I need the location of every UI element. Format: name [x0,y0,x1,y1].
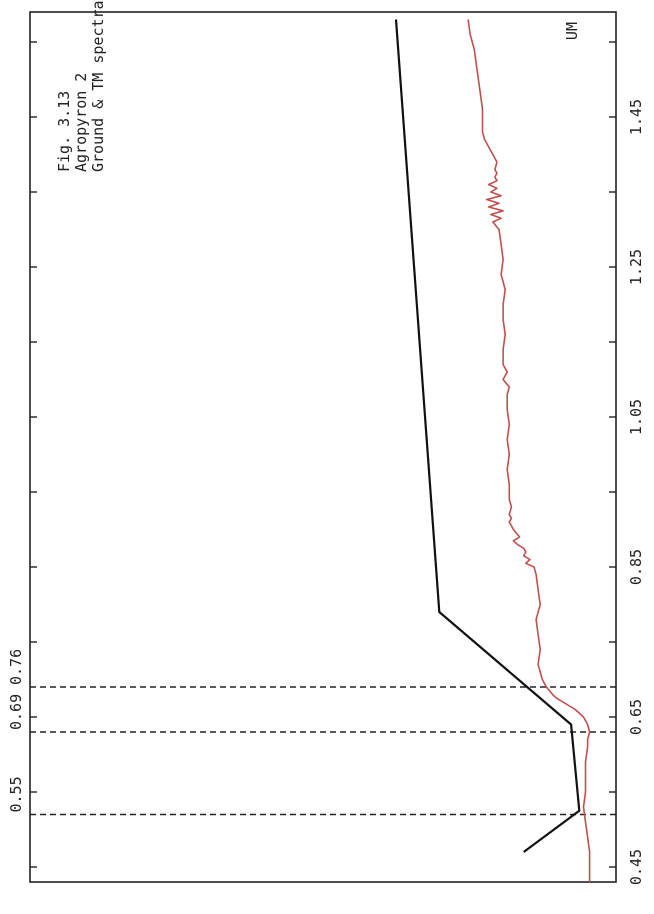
band-marker-labels: 0.55 0.69 0.76 [7,649,25,813]
band-marker-label: 0.69 [7,694,25,730]
x-axis-ticks: 0.45 0.65 0.85 1.05 1.25 1.45 [30,41,645,885]
x-tick-label: 1.25 [627,249,645,285]
chart-title-line: Fig. 3.13 [55,91,73,172]
series-layer [394,19,591,882]
x-tick-label: 0.85 [627,549,645,585]
chart-title-line: Ground & TM spectra [89,0,107,172]
band-marker-label: 0.55 [7,776,25,812]
x-tick-label: 0.45 [627,849,645,885]
chart-title: Fig. 3.13 Agropyron 2 Ground & TM spectra [55,0,107,172]
x-tick-label: 1.05 [627,399,645,435]
x-tick-label: 1.45 [627,99,645,135]
x-tick-label: 0.65 [627,699,645,735]
ground-spectrum-line [467,19,591,882]
band-markers [30,686,616,816]
plot-frame [29,11,617,883]
unit-label: UM [563,22,581,40]
chart-title-line: Agropyron 2 [72,73,90,172]
band-marker-label: 0.76 [7,649,25,685]
plot-border [29,11,617,883]
tm-spectrum-line [394,19,581,853]
